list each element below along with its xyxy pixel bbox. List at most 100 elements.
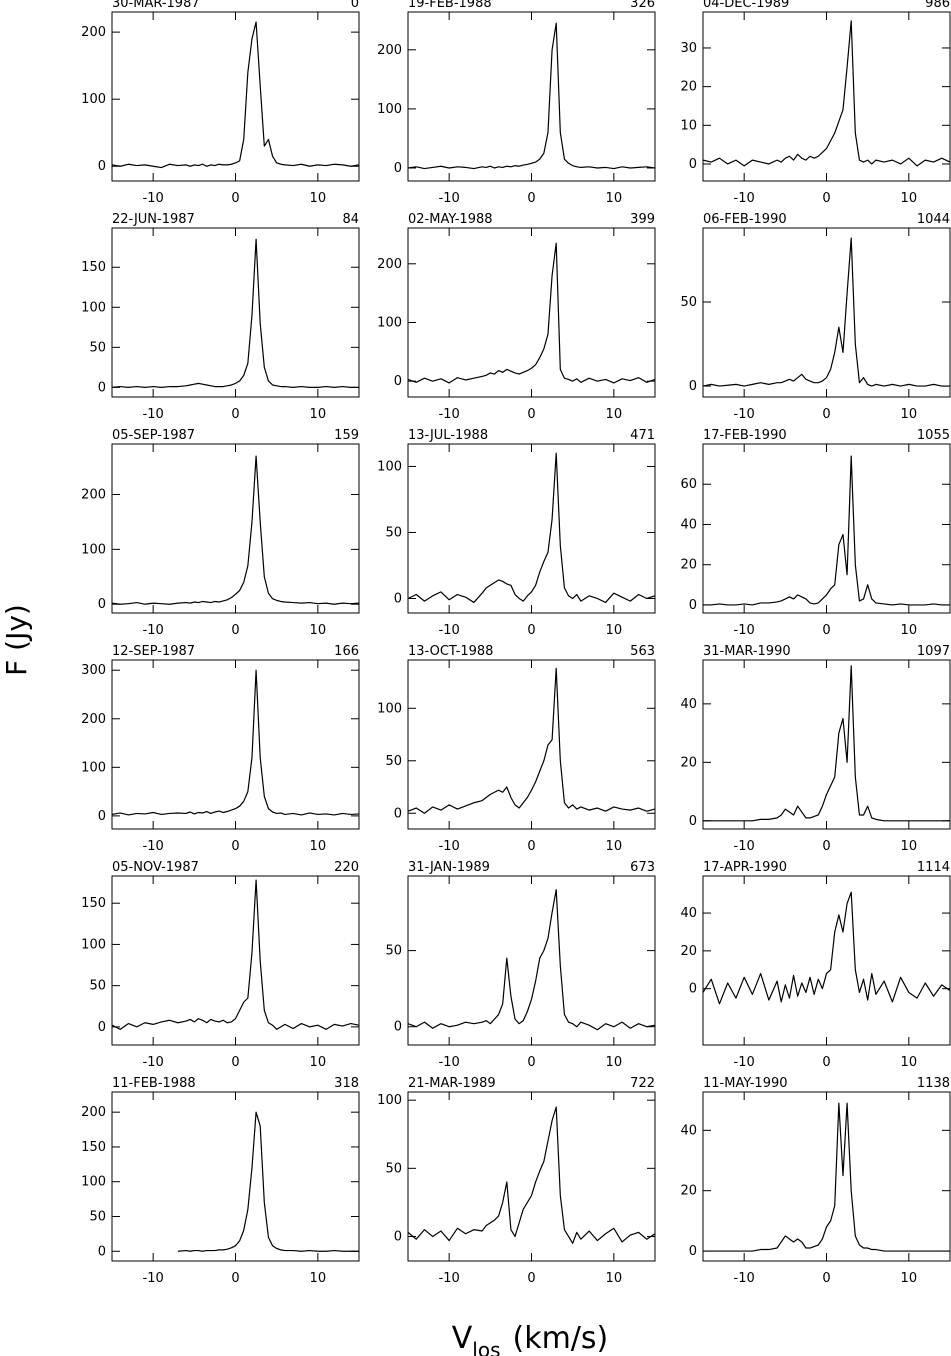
x-tick-label: 0 (822, 839, 830, 854)
spectrum-line (177, 1111, 359, 1252)
x-tick-label: 0 (527, 191, 535, 206)
spectrum-line (111, 21, 360, 169)
x-tick-label: 0 (822, 191, 830, 206)
y-tick-label: 50 (385, 525, 402, 540)
y-tick-label: 0 (689, 814, 697, 829)
plot-frame (111, 11, 360, 182)
panel-title: 05-SEP-1987 (112, 428, 195, 443)
panel: 17-APR-1990 1114 -10 0 10 0 20 40 (680, 860, 951, 1070)
y-tick-label: 100 (81, 300, 106, 315)
y-tick-label: 0 (98, 1020, 106, 1035)
panel-day: 1097 (917, 644, 950, 659)
x-tick-label: 0 (822, 407, 830, 422)
spectrum-line (703, 665, 950, 822)
x-tick-label: 0 (231, 191, 239, 206)
y-tick-label: 0 (394, 1229, 402, 1244)
panel-title: 04-DEC-1989 (703, 0, 789, 11)
y-tick-label: 50 (89, 979, 106, 994)
x-tick-label: -10 (143, 1271, 164, 1286)
y-tick-label: 100 (81, 1175, 106, 1190)
y-tick-label: 150 (81, 260, 106, 275)
plot-frame (407, 659, 656, 830)
panel-title: 13-OCT-1988 (408, 644, 493, 659)
y-tick-label: 50 (385, 754, 402, 769)
x-tick-label: -10 (734, 839, 755, 854)
x-tick-label: 0 (231, 407, 239, 422)
panel-day: 84 (342, 212, 359, 227)
x-tick-label: -10 (439, 407, 460, 422)
y-tick-label: 100 (377, 102, 402, 117)
x-tick-label: -10 (734, 1271, 755, 1286)
plot-frame (407, 227, 656, 398)
y-tick-label: 40 (680, 906, 697, 921)
plot-frame (407, 875, 656, 1046)
panel-title: 06-FEB-1990 (703, 212, 787, 227)
y-tick-label: 50 (385, 1161, 402, 1176)
panel: 06-FEB-1990 1044 -10 0 10 0 50 (680, 212, 951, 422)
plot-frame (702, 659, 951, 830)
panel-title: 19-FEB-1988 (408, 0, 492, 11)
x-tick-label: 0 (527, 1055, 535, 1070)
panel-day: 673 (630, 860, 655, 875)
y-tick-label: 100 (377, 315, 402, 330)
spectrum-line (407, 889, 656, 1031)
panel: 04-DEC-1989 986 -10 0 10 0 10 20 30 (680, 0, 951, 206)
x-tick-label: 0 (527, 839, 535, 854)
y-tick-label: 0 (689, 379, 697, 394)
panel: 31-JAN-1989 673 -10 0 10 0 50 (385, 860, 656, 1070)
y-tick-label: 100 (377, 701, 402, 716)
x-tick-label: 10 (606, 1055, 623, 1070)
y-tick-label: 150 (81, 1140, 106, 1155)
spectrum-line (702, 237, 950, 387)
plot-frame (407, 443, 656, 614)
y-tick-label: 60 (680, 477, 697, 492)
spectrum-line (703, 1102, 950, 1252)
y-tick-label: 50 (89, 1209, 106, 1224)
panel-title: 05-NOV-1987 (112, 860, 199, 875)
x-tick-label: -10 (439, 839, 460, 854)
panel-day: 399 (630, 212, 655, 227)
y-tick-label: 100 (377, 1093, 402, 1108)
panel-day: 166 (334, 644, 359, 659)
plot-frame (702, 875, 951, 1046)
x-tick-label: -10 (734, 407, 755, 422)
y-axis-label: F (Jy) (0, 604, 33, 676)
x-tick-label: 0 (231, 1055, 239, 1070)
panel-day: 471 (630, 428, 655, 443)
panel-day: 986 (925, 0, 950, 11)
y-tick-label: 150 (81, 896, 106, 911)
y-tick-label: 50 (89, 340, 106, 355)
y-tick-label: 20 (680, 944, 697, 959)
panel-day: 1044 (917, 212, 950, 227)
y-tick-label: 0 (689, 598, 697, 613)
x-axis-label-sub: los (472, 1338, 500, 1356)
panel-title: 21-MAR-1989 (408, 1076, 496, 1091)
x-tick-label: 0 (527, 623, 535, 638)
x-tick-label: 0 (527, 407, 535, 422)
x-tick-label: -10 (734, 1055, 755, 1070)
y-tick-label: 40 (680, 517, 697, 532)
panel: 17-FEB-1990 1055 -10 0 10 0 20 40 60 (680, 428, 951, 638)
x-tick-label: 0 (231, 623, 239, 638)
plot-frame (407, 11, 656, 182)
y-tick-label: 200 (377, 257, 402, 272)
spectrum-line (703, 455, 950, 606)
y-tick-label: 50 (680, 295, 697, 310)
plot-frame (702, 227, 951, 398)
panel-title: 22-JUN-1987 (112, 212, 195, 227)
panel: 11-MAY-1990 1138 -10 0 10 0 20 40 (680, 1076, 951, 1286)
spectrum-line (407, 667, 656, 814)
x-tick-label: 10 (901, 839, 918, 854)
y-tick-label: 100 (81, 542, 106, 557)
spectrum-line (111, 669, 360, 816)
x-tick-label: 10 (310, 1055, 327, 1070)
x-axis-label-unit: (km/s) (513, 1321, 609, 1356)
x-tick-label: 10 (310, 623, 327, 638)
x-tick-label: 0 (822, 1055, 830, 1070)
y-tick-label: 0 (98, 1244, 106, 1259)
